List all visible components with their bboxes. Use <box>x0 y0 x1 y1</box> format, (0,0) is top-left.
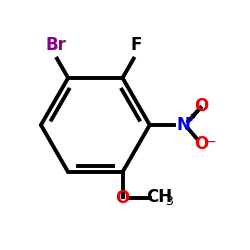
Text: N: N <box>177 116 191 134</box>
Text: −: − <box>204 135 216 149</box>
Text: F: F <box>130 36 142 54</box>
Text: +: + <box>187 113 196 123</box>
Text: O: O <box>194 98 209 116</box>
Text: CH: CH <box>146 188 173 206</box>
Text: O: O <box>194 134 209 152</box>
Text: 3: 3 <box>165 195 173 208</box>
Text: O: O <box>116 189 130 207</box>
Text: Br: Br <box>45 36 66 54</box>
